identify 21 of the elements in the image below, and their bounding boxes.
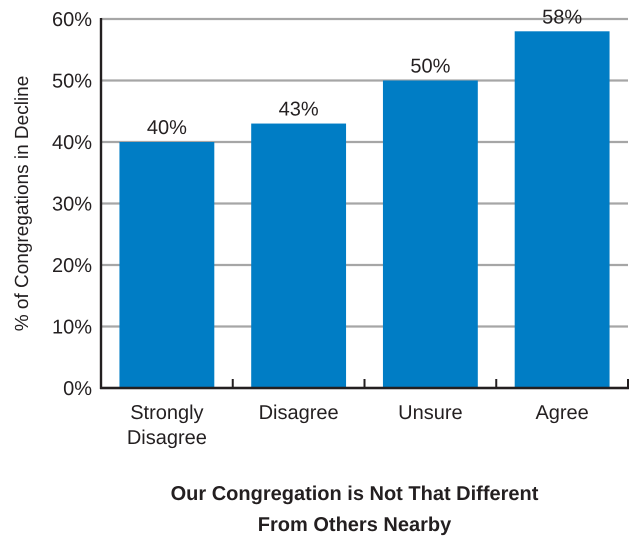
x-tick-label: Agree [535,402,589,424]
x-tick-label: Unsure [398,402,463,424]
y-tick-label: 50% [52,70,92,93]
y-tick-label: 10% [52,316,92,339]
y-tick-label: 20% [52,255,92,278]
bar [251,124,346,388]
x-axis-title: Our Congregation is Not That Different From Others Nearby [170,483,539,536]
y-axis-title: % of Congregations in Decline [12,76,33,332]
x-tick-label: Strongly Disagree [126,402,207,449]
y-tick-label: 40% [52,132,92,154]
data-label: 40% [146,117,188,139]
y-tick-label: 0% [63,378,92,400]
y-tick-label: 60% [52,9,92,32]
data-label: 58% [542,6,582,28]
bar [119,142,214,388]
bar [514,31,610,388]
y-tick-label: 30% [52,194,92,216]
bar [382,80,478,388]
data-label: 50% [410,56,451,78]
data-label: 43% [278,98,319,121]
x-tick-label: Disagree [258,402,339,424]
